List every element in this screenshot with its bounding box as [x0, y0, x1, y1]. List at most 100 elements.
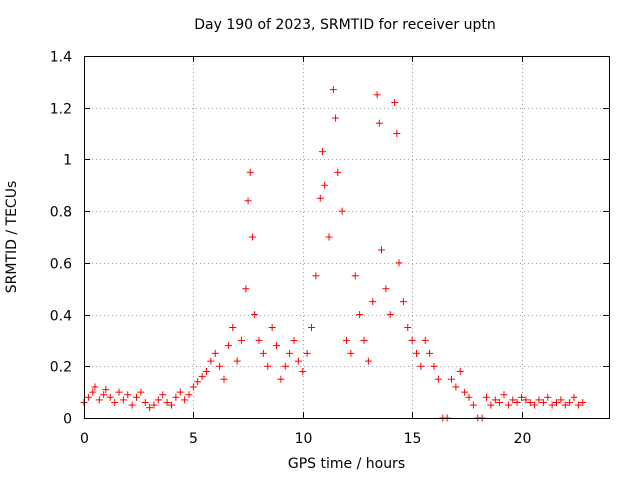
data-point	[544, 393, 552, 401]
data-point	[216, 362, 224, 370]
y-tick-label: 0.8	[50, 205, 72, 221]
data-point	[211, 349, 219, 357]
data-point	[378, 246, 385, 254]
data-point	[203, 367, 210, 375]
data-point	[504, 401, 512, 409]
y-tick-label: 0.6	[50, 257, 72, 273]
data-point	[360, 336, 368, 344]
data-point	[395, 259, 403, 267]
data-point	[308, 324, 315, 331]
data-point	[452, 383, 460, 391]
data-point	[264, 362, 272, 370]
data-point	[198, 373, 206, 381]
data-point	[469, 401, 477, 409]
data-point	[391, 99, 399, 107]
axis-ticks: 0 5 10 15 20 0 0.2 0.4 0.6 0.8 1 1.2 1.4	[50, 50, 609, 447]
data-point	[465, 393, 473, 401]
data-point	[375, 119, 383, 127]
data-point	[557, 396, 565, 404]
data-point	[417, 362, 425, 370]
data-point	[404, 324, 412, 331]
data-point	[334, 168, 342, 176]
data-point	[207, 357, 215, 365]
data-point	[570, 393, 578, 401]
data-point	[286, 349, 294, 357]
data-point	[531, 401, 539, 409]
data-point	[119, 396, 127, 404]
data-point	[294, 357, 302, 365]
data-point	[526, 398, 534, 406]
data-point	[154, 396, 162, 404]
data-point	[150, 401, 158, 409]
data-point	[299, 367, 307, 375]
data-point	[483, 393, 490, 401]
x-tick-label: 10	[295, 431, 313, 447]
data-point	[277, 375, 285, 383]
data-point	[242, 285, 250, 293]
data-point	[399, 298, 407, 306]
y-tick-label: 1.2	[50, 102, 72, 118]
data-point	[224, 342, 232, 350]
data-point	[561, 401, 569, 409]
data-point	[248, 233, 256, 241]
data-point	[318, 148, 326, 156]
data-point	[172, 393, 180, 401]
data-point	[100, 391, 108, 399]
data-point	[382, 285, 390, 293]
data-point	[290, 336, 298, 344]
data-point	[189, 383, 197, 391]
data-point	[373, 91, 381, 99]
data-point	[316, 194, 324, 202]
y-axis-label: SRMTID / TECUs	[4, 180, 20, 294]
data-point	[553, 398, 560, 406]
y-tick-label: 0.4	[50, 309, 72, 325]
data-point	[259, 349, 267, 357]
data-point	[496, 398, 504, 406]
x-tick-label: 20	[514, 431, 532, 447]
data-point	[168, 401, 175, 409]
data-point	[159, 391, 167, 399]
x-tick-label: 15	[404, 431, 422, 447]
data-point	[312, 272, 320, 280]
x-axis-label: GPS time / hours	[287, 456, 406, 472]
data-point	[500, 391, 508, 399]
data-point	[181, 396, 189, 404]
data-point	[141, 398, 149, 406]
data-point	[137, 388, 145, 396]
data-point	[448, 375, 455, 383]
data-point	[347, 349, 355, 357]
data-point	[321, 181, 329, 189]
data-point	[579, 398, 587, 406]
data-point	[338, 207, 346, 215]
data-point	[84, 393, 92, 401]
data-point	[456, 367, 464, 375]
data-point	[229, 324, 237, 331]
data-point	[364, 357, 372, 365]
data-point	[146, 404, 154, 412]
data-point	[133, 393, 140, 401]
data-point	[102, 386, 110, 394]
y-tick-label: 1.4	[50, 50, 72, 66]
plot-frame	[84, 56, 610, 419]
data-point	[89, 388, 97, 396]
data-point	[95, 396, 103, 404]
data-point	[491, 396, 499, 404]
data-point	[329, 86, 337, 94]
y-tick-label: 0	[63, 412, 72, 428]
data-point	[513, 398, 521, 406]
data-point	[535, 396, 543, 404]
data-point	[421, 336, 429, 344]
data-point	[393, 130, 401, 138]
data-point	[461, 388, 469, 396]
data-point	[176, 388, 184, 396]
data-point	[332, 114, 340, 122]
data-point	[220, 375, 228, 383]
data-point	[124, 391, 132, 399]
x-tick-label: 0	[80, 431, 89, 447]
data-point	[343, 336, 350, 344]
data-point	[434, 375, 442, 383]
data-point	[273, 342, 280, 350]
data-point	[115, 388, 123, 396]
data-point	[386, 311, 394, 319]
